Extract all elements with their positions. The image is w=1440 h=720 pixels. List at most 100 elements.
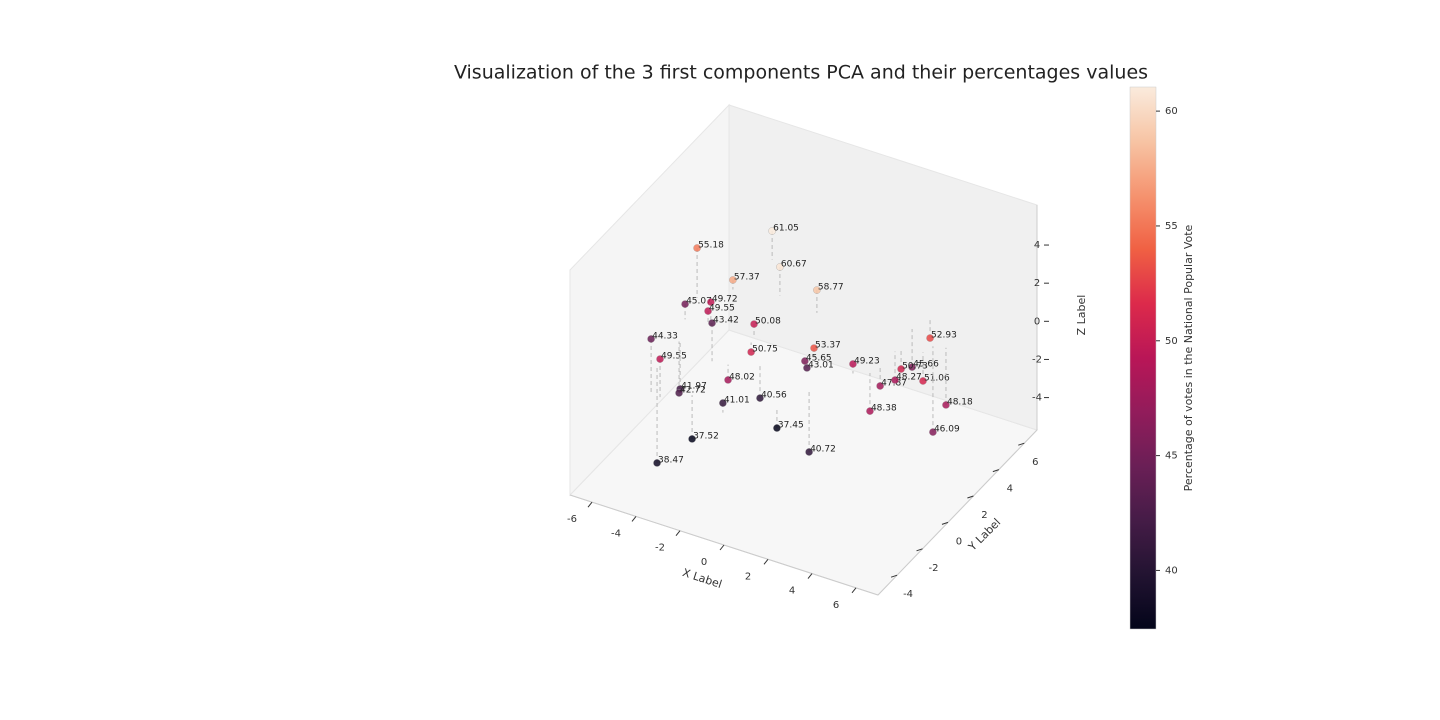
point	[801, 357, 809, 365]
y-tick-label: 0	[956, 536, 962, 547]
data-label: 58.77	[818, 283, 844, 293]
data-label: 49.55	[709, 304, 735, 314]
x-tick-label: -2	[655, 543, 665, 554]
colorbar-tick-label: 45	[1165, 451, 1178, 462]
point	[773, 424, 781, 432]
y-tick	[967, 495, 974, 499]
point	[926, 334, 934, 342]
x-tick	[631, 516, 637, 522]
data-label: 40.72	[810, 444, 836, 454]
data-label: 50.08	[755, 317, 781, 327]
point	[866, 407, 874, 415]
point	[653, 459, 661, 467]
data-label: 45.07	[686, 297, 712, 307]
point	[942, 401, 950, 409]
point	[768, 227, 776, 235]
y-axis-label: Y Label	[965, 516, 1003, 554]
data-label: 48.38	[871, 404, 897, 414]
data-label: 50.75	[752, 345, 778, 355]
data-label: 41.01	[724, 396, 750, 406]
data-label: 46.09	[934, 425, 960, 435]
point	[929, 428, 937, 436]
x-tick	[851, 587, 857, 594]
y-tick-label: -2	[929, 563, 939, 574]
colorbar-tick-label: 55	[1165, 221, 1178, 232]
data-label: 49.72	[712, 295, 738, 305]
x-tick-label: 4	[789, 586, 795, 597]
y-tick-label: 4	[1007, 484, 1013, 495]
data-label: 40.56	[761, 391, 787, 401]
data-label: 48.27	[896, 373, 922, 383]
x-tick-label: -6	[567, 514, 577, 525]
data-label: 41.97	[681, 381, 707, 391]
colorbar-tick-label: 40	[1165, 565, 1178, 576]
point	[908, 363, 916, 371]
point	[810, 344, 818, 352]
data-label: 44.33	[652, 331, 678, 341]
data-label: 42.72	[680, 385, 706, 395]
point	[704, 307, 712, 315]
x-tick	[675, 530, 681, 537]
x-tick	[719, 544, 725, 551]
x-tick-label: 2	[745, 571, 751, 582]
data-label: 57.37	[734, 272, 760, 282]
z-tick-label: 2	[1034, 278, 1040, 289]
colorbar-label: Percentage of votes in the National Popu…	[1182, 224, 1195, 491]
data-label: 45.65	[806, 354, 832, 364]
data-label: 37.45	[778, 421, 804, 431]
y-tick	[941, 521, 949, 525]
point	[729, 276, 737, 284]
colorbar-tick-label: 60	[1165, 106, 1178, 117]
x-tick	[587, 501, 593, 508]
point	[805, 448, 813, 456]
z-tick-label: -2	[1032, 354, 1042, 365]
point	[647, 335, 655, 343]
point	[897, 365, 905, 373]
point	[776, 263, 784, 271]
point	[707, 298, 715, 306]
data-label: 43.01	[808, 360, 834, 370]
point	[724, 376, 732, 384]
point	[675, 389, 683, 397]
data-label: 50.73	[902, 362, 928, 372]
colorbar	[1129, 86, 1157, 630]
y-tick	[916, 548, 923, 552]
data-label: 51.06	[924, 374, 950, 384]
x-tick-label: 6	[833, 600, 839, 611]
data-label: 45.66	[913, 360, 939, 370]
data-label: 53.37	[815, 341, 841, 351]
point	[681, 300, 689, 308]
z-tick-label: 0	[1034, 316, 1040, 327]
data-label: 55.18	[698, 241, 724, 251]
data-label: 60.67	[781, 259, 807, 269]
point	[813, 286, 821, 294]
data-label: 48.02	[729, 372, 755, 382]
point	[656, 355, 664, 363]
point	[803, 364, 811, 372]
point	[756, 394, 764, 402]
y-tick-label: 6	[1032, 457, 1038, 468]
point	[750, 320, 758, 328]
data-label: 49.23	[854, 356, 880, 366]
data-label: 61.05	[773, 223, 799, 233]
x-tick-label: -4	[611, 528, 621, 539]
point	[708, 319, 716, 327]
data-label: 48.18	[947, 397, 973, 407]
point	[891, 376, 899, 384]
y-tick	[1018, 442, 1025, 446]
x-tick	[763, 558, 769, 565]
point	[876, 382, 884, 390]
data-label: 52.93	[931, 331, 957, 341]
y-tick-label: -4	[903, 589, 913, 600]
colorbar-tick-label: 50	[1165, 336, 1178, 347]
x-axis-label: X Label	[681, 566, 724, 591]
z-tick-label: -4	[1032, 393, 1042, 404]
y-tick	[992, 469, 999, 473]
y-axis-line	[877, 429, 1038, 596]
y-tick	[890, 574, 898, 578]
point	[747, 348, 755, 356]
data-label: 43.42	[713, 316, 739, 326]
data-label: 38.47	[658, 455, 684, 465]
